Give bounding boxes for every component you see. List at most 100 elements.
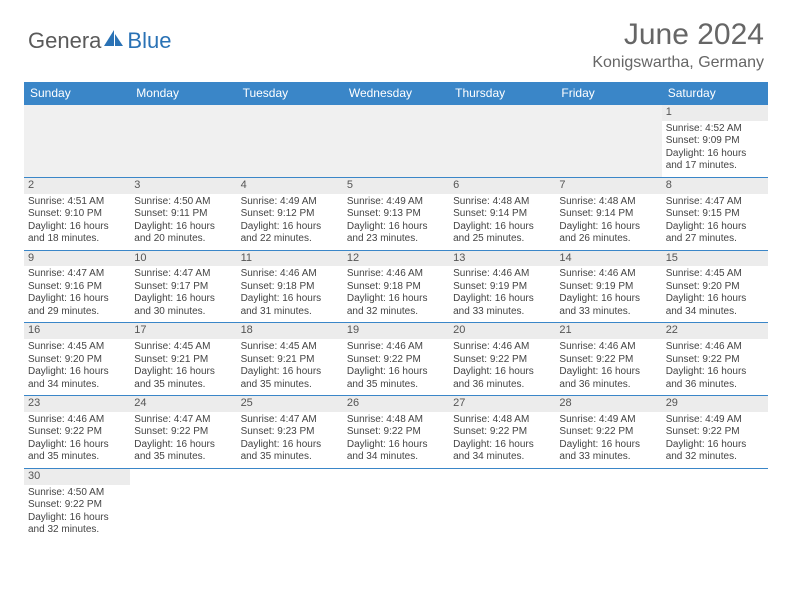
calendar-cell: 4Sunrise: 4:49 AMSunset: 9:12 PMDaylight…: [237, 177, 343, 250]
sunset: Sunset: 9:16 PM: [28, 281, 126, 294]
day-number: 2: [24, 178, 130, 194]
sunset: Sunset: 9:09 PM: [666, 135, 764, 148]
sunrise: Sunrise: 4:52 AM: [666, 123, 764, 136]
daylight: and 25 minutes.: [453, 233, 551, 246]
daylight: and 32 minutes.: [28, 524, 126, 537]
daylight: and 23 minutes.: [347, 233, 445, 246]
calendar-row: 2Sunrise: 4:51 AMSunset: 9:10 PMDaylight…: [24, 177, 768, 250]
daylight: and 35 minutes.: [347, 379, 445, 392]
calendar-cell: 7Sunrise: 4:48 AMSunset: 9:14 PMDaylight…: [555, 177, 661, 250]
calendar-cell: [343, 468, 449, 540]
calendar-cell: 24Sunrise: 4:47 AMSunset: 9:22 PMDayligh…: [130, 396, 236, 469]
sunrise: Sunrise: 4:50 AM: [134, 196, 232, 209]
sunrise: Sunrise: 4:48 AM: [347, 414, 445, 427]
daylight: and 20 minutes.: [134, 233, 232, 246]
sunset: Sunset: 9:22 PM: [453, 426, 551, 439]
daylight: Daylight: 16 hours: [559, 221, 657, 234]
calendar-cell: 14Sunrise: 4:46 AMSunset: 9:19 PMDayligh…: [555, 250, 661, 323]
day-number: 21: [555, 323, 661, 339]
logo-text-1: Genera: [28, 28, 101, 54]
sunrise: Sunrise: 4:46 AM: [453, 341, 551, 354]
day-number: 17: [130, 323, 236, 339]
calendar-cell: 30Sunrise: 4:50 AMSunset: 9:22 PMDayligh…: [24, 468, 130, 540]
calendar-cell: [24, 105, 130, 178]
daylight: and 31 minutes.: [241, 306, 339, 319]
weekday-row: Sunday Monday Tuesday Wednesday Thursday…: [24, 82, 768, 105]
day-number: 25: [237, 396, 343, 412]
daylight: and 33 minutes.: [559, 451, 657, 464]
calendar-row: 30Sunrise: 4:50 AMSunset: 9:22 PMDayligh…: [24, 468, 768, 540]
sunrise: Sunrise: 4:45 AM: [666, 268, 764, 281]
title-block: June 2024 Konigswartha, Germany: [592, 18, 764, 72]
weekday-header: Wednesday: [343, 82, 449, 105]
day-number: 3: [130, 178, 236, 194]
daylight: and 34 minutes.: [28, 379, 126, 392]
sunrise: Sunrise: 4:48 AM: [559, 196, 657, 209]
sunset: Sunset: 9:13 PM: [347, 208, 445, 221]
day-number: 4: [237, 178, 343, 194]
daylight: and 17 minutes.: [666, 160, 764, 173]
calendar-cell: 22Sunrise: 4:46 AMSunset: 9:22 PMDayligh…: [662, 323, 768, 396]
daylight: Daylight: 16 hours: [28, 293, 126, 306]
sunrise: Sunrise: 4:47 AM: [134, 268, 232, 281]
weekday-header: Tuesday: [237, 82, 343, 105]
daylight: Daylight: 16 hours: [28, 512, 126, 525]
sunrise: Sunrise: 4:47 AM: [134, 414, 232, 427]
day-number: 1: [662, 105, 768, 121]
daylight: Daylight: 16 hours: [666, 221, 764, 234]
sunset: Sunset: 9:18 PM: [347, 281, 445, 294]
daylight: and 36 minutes.: [453, 379, 551, 392]
sunset: Sunset: 9:11 PM: [134, 208, 232, 221]
sunset: Sunset: 9:22 PM: [347, 426, 445, 439]
sunset: Sunset: 9:22 PM: [134, 426, 232, 439]
sunrise: Sunrise: 4:46 AM: [241, 268, 339, 281]
calendar-cell: [343, 105, 449, 178]
calendar-cell: [662, 468, 768, 540]
sunset: Sunset: 9:17 PM: [134, 281, 232, 294]
calendar-cell: 26Sunrise: 4:48 AMSunset: 9:22 PMDayligh…: [343, 396, 449, 469]
calendar-cell: 1Sunrise: 4:52 AMSunset: 9:09 PMDaylight…: [662, 105, 768, 178]
calendar-cell: 28Sunrise: 4:49 AMSunset: 9:22 PMDayligh…: [555, 396, 661, 469]
daylight: Daylight: 16 hours: [347, 221, 445, 234]
calendar-cell: 8Sunrise: 4:47 AMSunset: 9:15 PMDaylight…: [662, 177, 768, 250]
day-number: 29: [662, 396, 768, 412]
daylight: Daylight: 16 hours: [241, 221, 339, 234]
calendar-row: 1Sunrise: 4:52 AMSunset: 9:09 PMDaylight…: [24, 105, 768, 178]
weekday-header: Friday: [555, 82, 661, 105]
month-title: June 2024: [592, 18, 764, 52]
sunrise: Sunrise: 4:49 AM: [666, 414, 764, 427]
logo: Genera Blue: [28, 18, 171, 54]
daylight: Daylight: 16 hours: [347, 293, 445, 306]
sunset: Sunset: 9:22 PM: [559, 354, 657, 367]
sunrise: Sunrise: 4:46 AM: [347, 341, 445, 354]
daylight: and 35 minutes.: [28, 451, 126, 464]
calendar-row: 16Sunrise: 4:45 AMSunset: 9:20 PMDayligh…: [24, 323, 768, 396]
logo-sail-icon: [103, 28, 125, 48]
calendar-cell: 5Sunrise: 4:49 AMSunset: 9:13 PMDaylight…: [343, 177, 449, 250]
day-number: 22: [662, 323, 768, 339]
sunset: Sunset: 9:19 PM: [559, 281, 657, 294]
sunrise: Sunrise: 4:46 AM: [559, 341, 657, 354]
sunrise: Sunrise: 4:46 AM: [453, 268, 551, 281]
daylight: and 35 minutes.: [134, 379, 232, 392]
sunset: Sunset: 9:10 PM: [28, 208, 126, 221]
calendar-body: 1 Sunrise: 4:52 AMSunset: 9:09 PM Daylight…: [24, 105, 768, 541]
daylight: and 33 minutes.: [453, 306, 551, 319]
weekday-header: Saturday: [662, 82, 768, 105]
day-number: 11: [237, 251, 343, 267]
sunrise: Sunrise: 4:45 AM: [28, 341, 126, 354]
calendar-cell: 12Sunrise: 4:46 AMSunset: 9:18 PMDayligh…: [343, 250, 449, 323]
daylight: Daylight: 16 hours: [28, 439, 126, 452]
calendar-cell: 17Sunrise: 4:45 AMSunset: 9:21 PMDayligh…: [130, 323, 236, 396]
daylight: and 32 minutes.: [666, 451, 764, 464]
daylight: and 34 minutes.: [666, 306, 764, 319]
calendar-row: 23Sunrise: 4:46 AMSunset: 9:22 PMDayligh…: [24, 396, 768, 469]
daylight: and 18 minutes.: [28, 233, 126, 246]
sunset: Sunset: 9:22 PM: [28, 426, 126, 439]
day-number: 23: [24, 396, 130, 412]
sunset: Sunset: 9:22 PM: [559, 426, 657, 439]
calendar-cell: 20Sunrise: 4:46 AMSunset: 9:22 PMDayligh…: [449, 323, 555, 396]
sunrise: Sunrise: 4:45 AM: [241, 341, 339, 354]
calendar-cell: [130, 468, 236, 540]
weekday-header: Thursday: [449, 82, 555, 105]
